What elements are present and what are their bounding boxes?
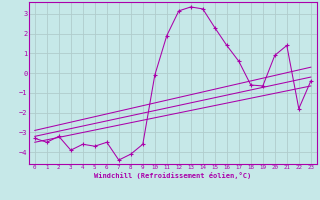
X-axis label: Windchill (Refroidissement éolien,°C): Windchill (Refroidissement éolien,°C) bbox=[94, 172, 252, 179]
